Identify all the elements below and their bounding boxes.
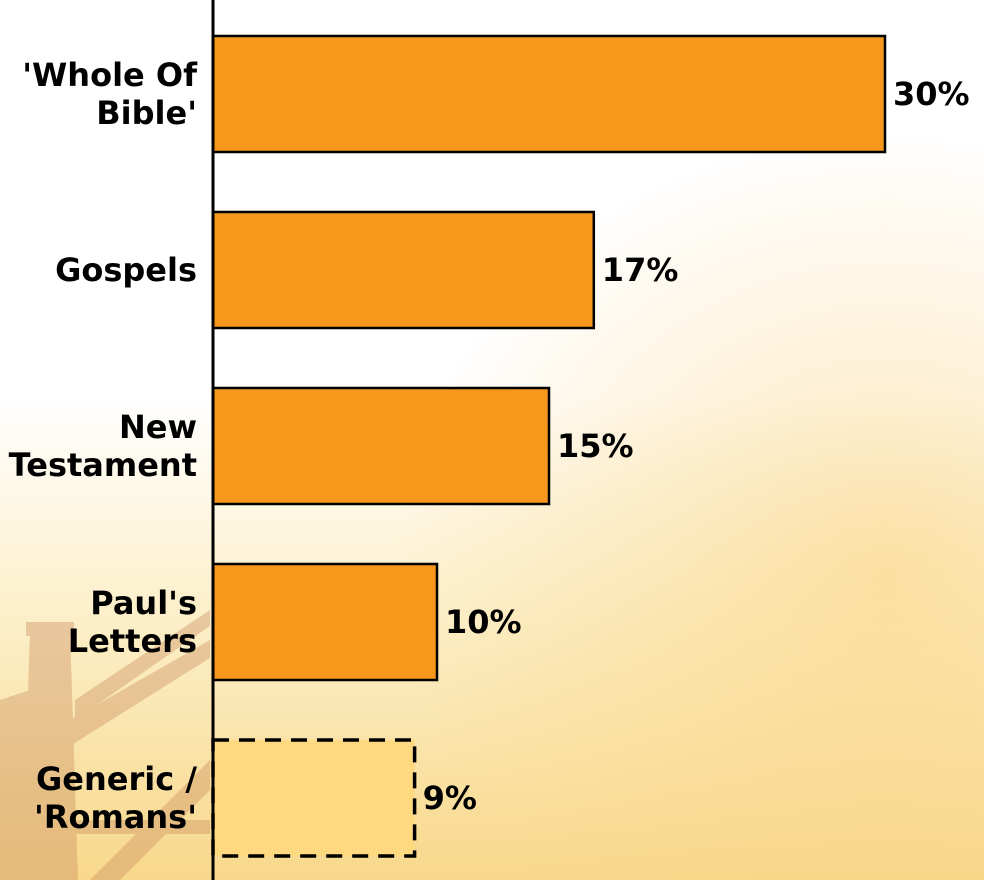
bar-1 (211, 210, 596, 330)
bar-0 (211, 34, 887, 154)
value-label-1: 17% (602, 251, 679, 289)
value-label-2: 15% (557, 427, 634, 465)
category-label-0-line-1: Bible' (96, 94, 197, 132)
category-label-3-line-0: Paul's (90, 584, 197, 622)
bar-3 (211, 562, 439, 682)
bars-layer (211, 34, 887, 858)
category-label-3-line-1: Letters (68, 622, 197, 660)
value-label-0: 30% (893, 75, 970, 113)
bridge-silhouette (0, 610, 210, 880)
category-label-0-line-0: 'Whole Of (22, 56, 198, 94)
bar-2 (211, 386, 551, 506)
category-label-4-line-0: Generic / (36, 760, 197, 798)
category-label-2-line-1: Testament (9, 446, 197, 484)
category-label-1-line-0: Gospels (55, 251, 197, 289)
value-label-4: 9% (423, 779, 477, 817)
category-label-4-line-1: 'Romans' (34, 798, 197, 836)
category-label-2-line-0: New (119, 408, 197, 446)
value-label-3: 10% (445, 603, 522, 641)
bar-4 (211, 738, 417, 858)
